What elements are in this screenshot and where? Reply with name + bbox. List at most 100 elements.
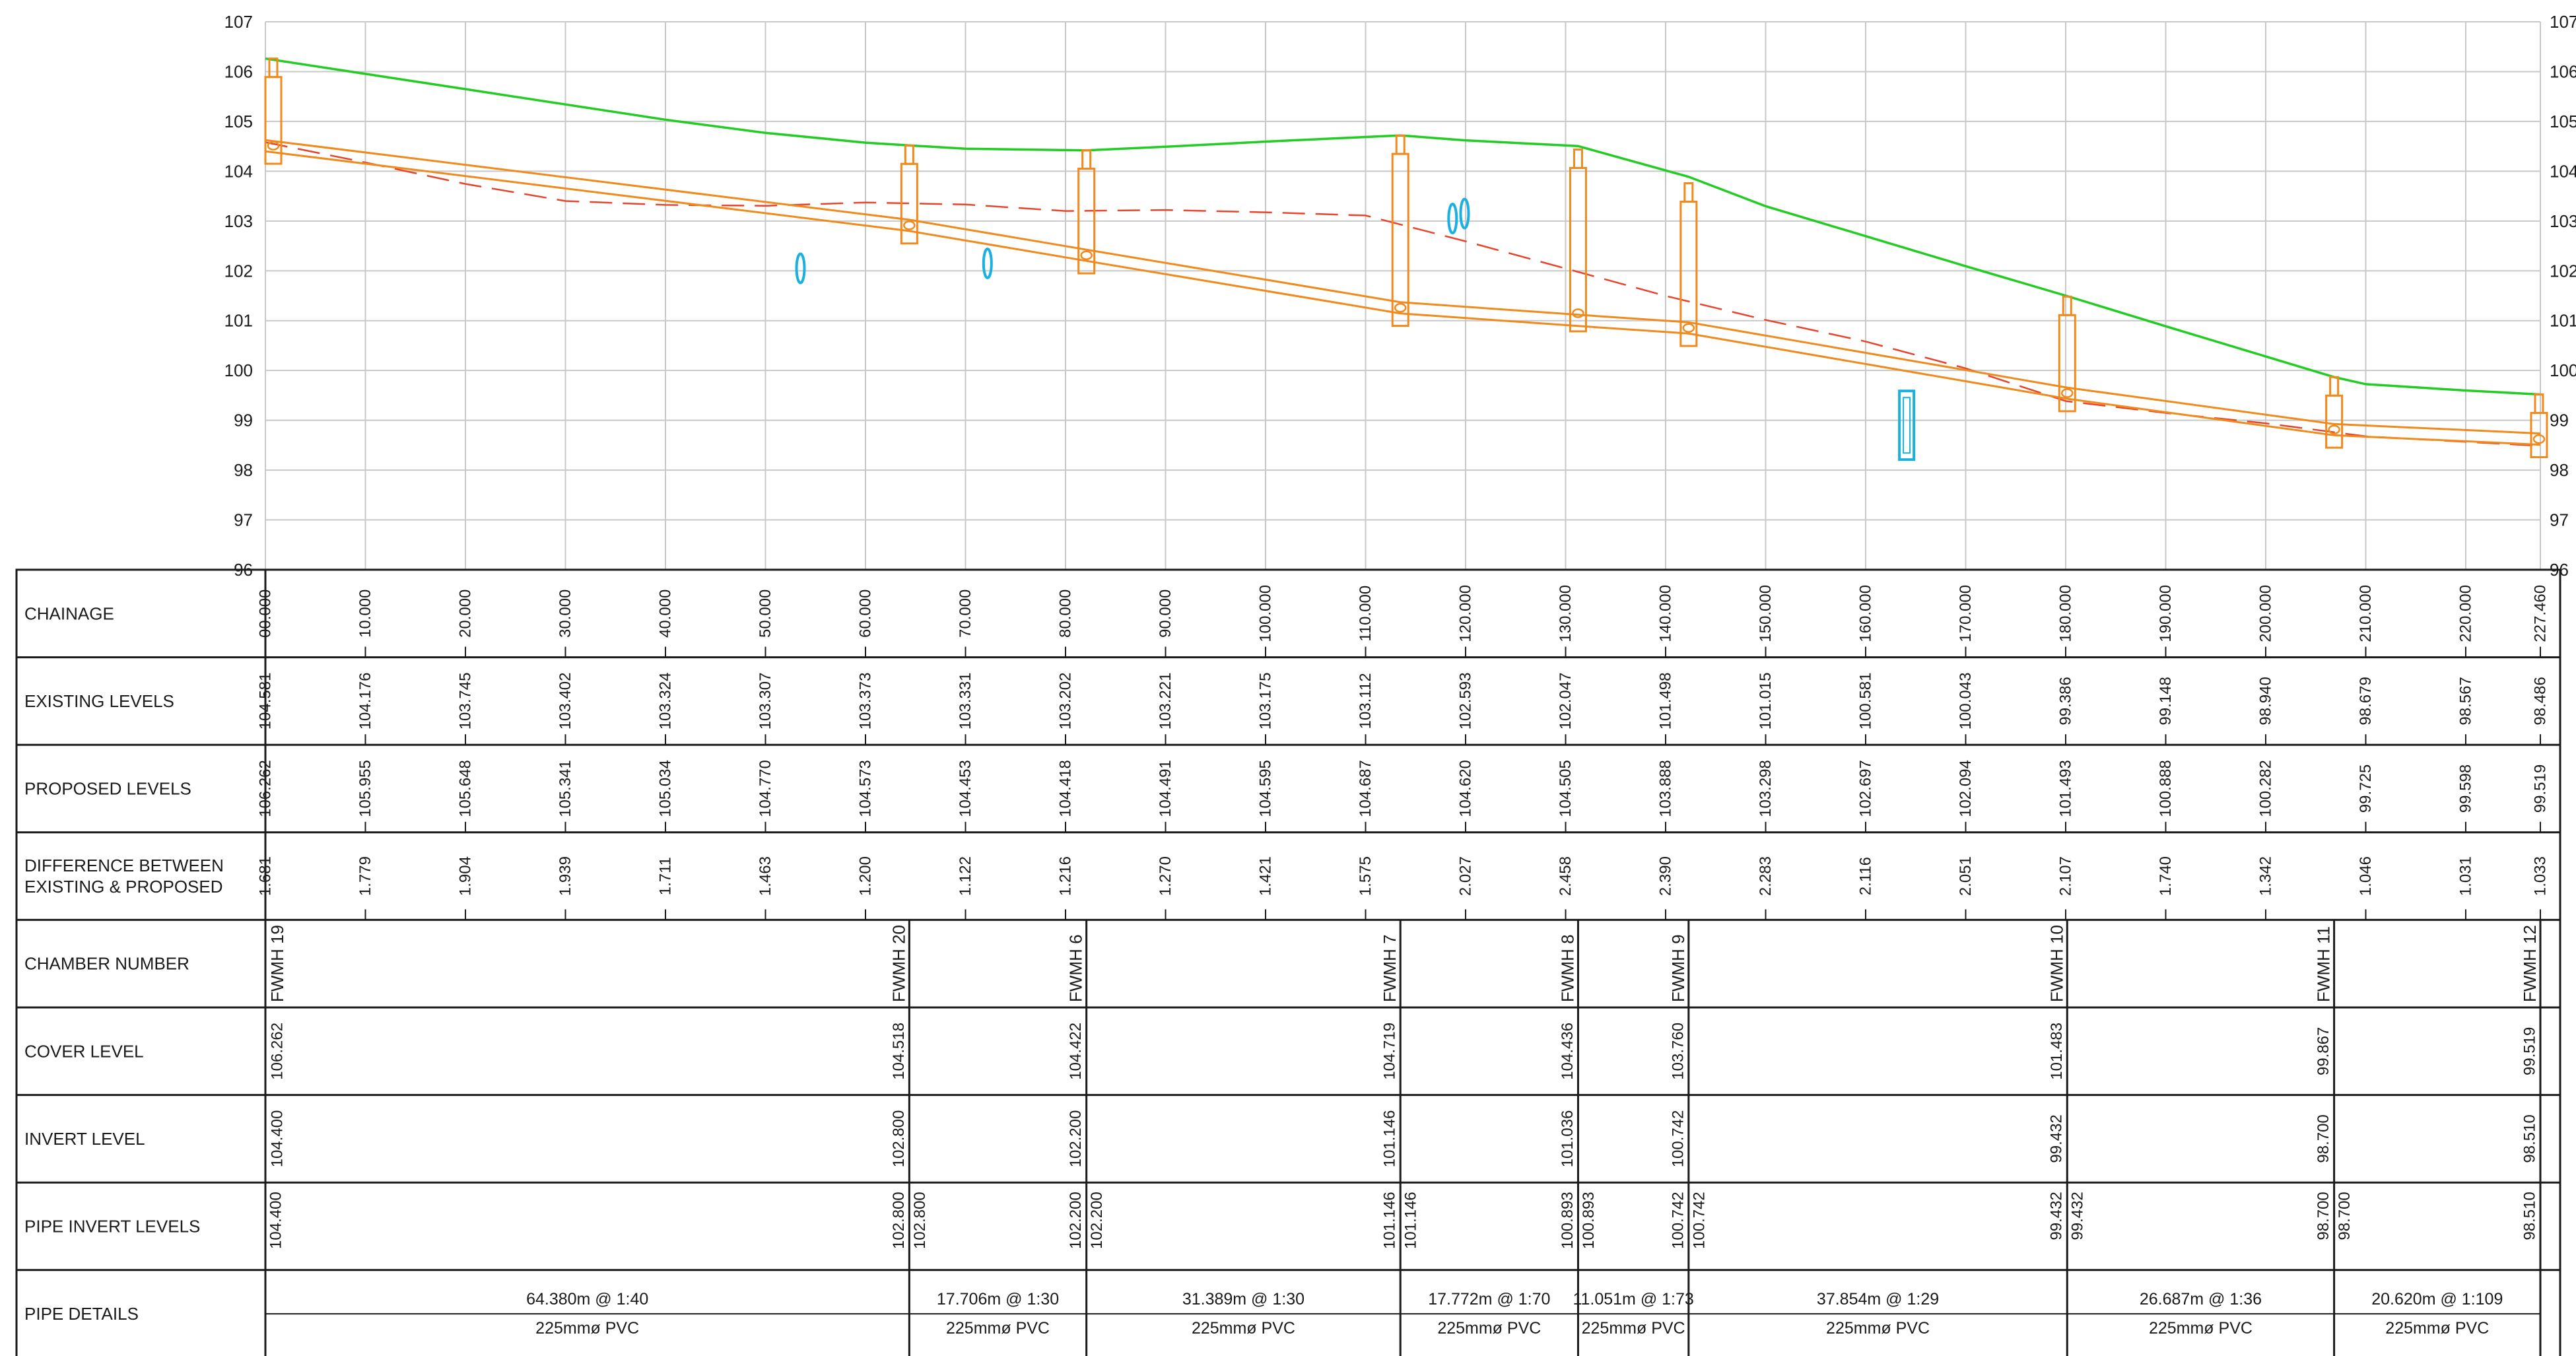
station-existing-value: 103.307 [757,673,774,730]
station-existing-value: 100.043 [1957,673,1975,730]
pipe-size: 225mmø PVC [946,1319,1050,1338]
data-table: CHAINAGE EXISTING LEVELS PROPOSED LEVELS DI… [15,568,2561,1356]
station-difference-value: 1.421 [1256,856,1274,896]
pipe-size: 225mmø PVC [535,1319,639,1338]
table-row-label: CHAINAGE [24,603,114,623]
y-tick-label-right: 101 [2550,311,2576,331]
pipe-length-grade: 37.854m @ 1:29 [1817,1290,1939,1308]
y-tick-label-left: 100 [224,360,253,380]
station-proposed-value: 103.298 [1757,760,1775,817]
chamber-number: FWMH 8 [1557,934,1577,1002]
invert-level-value: 98.700 [2315,1114,2332,1163]
cover-level-value: 101.483 [2048,1023,2066,1080]
pipe-invert-in-value: 100.893 [1559,1192,1576,1249]
station-proposed-value: 105.648 [456,760,474,817]
proposed-ground-line [265,57,2541,396]
station-difference-value: 2.390 [1656,856,1674,896]
pipe-invert-in-value: 98.510 [2521,1192,2539,1240]
cover-level-value: 104.436 [1559,1023,1576,1080]
manhole-pipe-connection [267,141,280,151]
y-tick-label-right: 102 [2550,261,2576,281]
pipe-length-grade: 17.706m @ 1:30 [937,1290,1059,1308]
station-chainage-value: 70.000 [957,590,974,638]
station-difference-value: 1.681 [257,856,275,896]
station-existing-value: 98.679 [2357,677,2375,725]
pipe-invert-in-value: 100.742 [1669,1192,1687,1249]
station-existing-value: 103.202 [1056,673,1074,730]
station-existing-value: 102.047 [1557,673,1575,730]
service-duct-inner [1903,397,1911,454]
y-tick-label-right: 97 [2550,510,2569,530]
chamber-number: FWMH 7 [1380,934,1400,1002]
station-existing-value: 102.593 [1456,673,1474,730]
pipe-invert-out-value: 102.800 [911,1192,929,1249]
station-chainage-value: 150.000 [1757,585,1775,642]
y-tick-label-left: 104 [224,161,253,181]
station-difference-value: 1.779 [356,856,374,896]
y-tick-label-right: 98 [2550,460,2569,480]
table-row-label: PIPE INVERT LEVELS [24,1217,200,1237]
pipe-length-grade: 11.051m @ 1:73 [1573,1290,1693,1308]
chamber-number: FWMH 19 [267,925,287,1002]
manhole-shaft [1683,182,1694,203]
station-existing-value: 103.331 [957,673,974,730]
station-difference-value: 2.107 [2056,856,2074,896]
y-tick-label-left: 102 [224,261,253,281]
pipe-invert-out-value: 100.893 [1580,1192,1598,1249]
station-proposed-value: 102.697 [1856,760,1874,817]
station-existing-value: 98.567 [2457,677,2474,725]
chamber-number: FWMH 10 [2047,925,2066,1002]
invert-level-value: 102.200 [1067,1110,1085,1168]
pipe-invert-in-value: 102.200 [1067,1192,1085,1249]
station-existing-value: 103.373 [856,673,874,730]
y-tick-label-left: 99 [234,411,253,430]
station-proposed-value: 101.493 [2056,760,2074,817]
invert-level-value: 98.510 [2521,1114,2539,1163]
chamber-number: FWMH 6 [1066,934,1086,1002]
service-crossing [982,247,993,279]
station-difference-value: 1.270 [1157,856,1174,896]
station-existing-value: 103.324 [656,673,674,730]
station-chainage-value: 110.000 [1357,586,1374,642]
table-row-label: INVERT LEVEL [24,1129,145,1149]
station-existing-value: 103.221 [1157,673,1174,730]
station-chainage-value: 200.000 [2256,585,2274,642]
station-existing-value: 100.581 [1856,673,1874,730]
manhole-pipe-connection [2061,388,2074,398]
manhole-pipe-connection [1394,302,1407,313]
station-difference-value: 1.046 [2357,856,2375,896]
station-proposed-value: 100.282 [2256,760,2274,817]
cover-level-value: 103.760 [1669,1023,1687,1080]
table-row-label: EXISTING & PROPOSED [24,877,223,897]
table-row-label: EXISTING LEVELS [24,691,174,711]
station-difference-value: 1.463 [757,856,774,896]
station-existing-value: 103.175 [1256,673,1274,730]
station-difference-value: 1.216 [1056,856,1074,896]
table-row-label: DIFFERENCE BETWEEN [24,856,224,875]
station-chainage-value: 80.000 [1056,590,1074,638]
station-difference-value: 1.122 [957,856,974,896]
station-difference-value: 2.051 [1957,856,1975,896]
profile-plot [264,57,2548,461]
invert-level-value: 99.432 [2048,1114,2066,1163]
station-proposed-value: 100.888 [2157,760,2175,817]
y-tick-label-left: 97 [234,510,253,530]
station-chainage-value: 170.000 [1957,585,1975,642]
chamber-number: FWMH 11 [2314,926,2334,1002]
station-proposed-value: 104.505 [1557,760,1575,817]
service-crossing [1447,203,1458,235]
station-existing-value: 98.940 [2256,677,2274,725]
station-proposed-value: 99.598 [2457,764,2474,813]
station-existing-value: 99.148 [2157,677,2175,725]
station-chainage-value: 30.000 [557,590,574,638]
table-row-label: PIPE DETAILS [24,1304,139,1324]
station-existing-value: 104.581 [257,673,275,730]
pipe-length-grade: 17.772m @ 1:70 [1428,1290,1550,1308]
manhole-chamber [1569,166,1587,333]
station-proposed-value: 104.418 [1056,760,1074,817]
y-tick-label-right: 105 [2550,112,2576,131]
station-existing-value: 99.386 [2056,677,2074,725]
manhole-pipe-connection [1682,323,1695,333]
station-chainage-value: 50.000 [757,590,774,638]
station-difference-value: 1.904 [456,856,474,896]
